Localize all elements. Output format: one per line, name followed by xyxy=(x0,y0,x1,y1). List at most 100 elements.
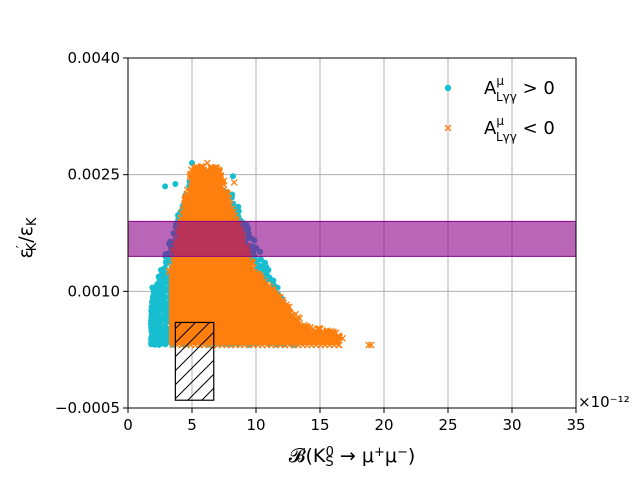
orange-point xyxy=(186,172,194,180)
orange-point xyxy=(332,329,340,337)
orange-point xyxy=(256,272,264,280)
orange-point xyxy=(212,165,220,173)
y-axis-ticks: −0.0005 0.0010 0.0025 0.0040 xyxy=(55,49,128,417)
cyan-point xyxy=(155,282,162,289)
orange-point xyxy=(181,202,189,209)
orange-point xyxy=(286,309,294,317)
orange-point xyxy=(191,166,199,174)
x-tick-label: 15 xyxy=(310,416,329,434)
x-tick-label: 20 xyxy=(374,416,393,434)
orange-point xyxy=(216,168,224,176)
orange-point xyxy=(339,334,347,342)
orange-outlier-point xyxy=(220,177,228,185)
cyan-point xyxy=(158,335,165,341)
cyan-point xyxy=(158,313,165,320)
orange-point xyxy=(320,328,328,336)
orange-point xyxy=(283,301,290,309)
y-tick-label: −0.0005 xyxy=(55,399,120,417)
orange-point xyxy=(249,259,257,267)
legend-label: Aμ Lγγ > 0 xyxy=(484,74,555,104)
cyan-point xyxy=(157,277,164,284)
x-tick-label: 35 xyxy=(566,416,585,434)
cyan-point xyxy=(163,333,170,340)
orange-point xyxy=(301,323,309,331)
orange-point xyxy=(289,313,297,321)
cyan-point xyxy=(258,256,264,263)
orange-point xyxy=(226,201,234,209)
cyan-point xyxy=(156,305,163,312)
orange-point xyxy=(271,293,279,301)
cyan-point xyxy=(160,323,166,330)
cyan-point xyxy=(150,328,156,335)
band-layer xyxy=(128,220,576,257)
cyan-outlier-point xyxy=(229,173,236,180)
x-tick-label: 10 xyxy=(246,416,265,434)
orange-point xyxy=(303,322,311,330)
y-tick-label: 0.0040 xyxy=(68,49,121,67)
orange-point xyxy=(191,168,199,176)
cyan-point xyxy=(162,317,169,324)
cyan-point xyxy=(153,313,160,320)
legend: Aμ Lγγ > 0 Aμ Lγγ < 0 xyxy=(444,74,555,144)
orange-point xyxy=(323,327,331,334)
orange-outlier-point xyxy=(367,341,375,349)
y-tick-label: 0.0025 xyxy=(68,166,121,184)
cyan-outlier-point xyxy=(172,181,179,187)
legend-marker-x xyxy=(444,124,452,132)
orange-outlier-point xyxy=(230,178,238,186)
cyan-point xyxy=(153,334,159,341)
orange-point xyxy=(186,170,194,178)
orange-point xyxy=(251,268,259,276)
orange-point xyxy=(247,259,255,267)
orange-outlier-point xyxy=(203,159,211,167)
plot-frame xyxy=(127,57,577,409)
cyan-point xyxy=(158,293,165,300)
experimental-band xyxy=(128,221,576,257)
x-axis-ticks: 0 5 10 15 20 25 30 35 xyxy=(123,408,586,434)
box-layer xyxy=(174,321,215,401)
orange-point xyxy=(199,166,207,174)
orange-point xyxy=(262,281,270,288)
cyan-point xyxy=(159,288,166,295)
cyan-outlier-point xyxy=(162,183,169,190)
cyan-point xyxy=(162,309,169,316)
x-tick-label: 0 xyxy=(123,416,133,434)
cyan-point xyxy=(262,271,269,277)
x-tick-label: 25 xyxy=(438,416,457,434)
x-tick-label: 5 xyxy=(187,416,197,434)
orange-point xyxy=(224,196,232,204)
cyan-point xyxy=(163,260,170,267)
orange-point xyxy=(179,206,187,214)
cyan-outlier-point xyxy=(149,284,156,291)
cyan-point xyxy=(159,266,166,273)
cyan-point xyxy=(150,302,156,309)
orange-point xyxy=(271,291,279,299)
cyan-point xyxy=(269,277,275,284)
orange-outlier-point xyxy=(335,341,343,349)
orange-point xyxy=(182,195,190,203)
cyan-point xyxy=(153,297,160,304)
x-axis-title: 𝓑(KS0 → μ+μ−) xyxy=(289,445,416,470)
x-scale-label: ×10⁻¹² xyxy=(578,393,630,411)
orange-dense-region xyxy=(169,170,341,345)
orange-outlier-point xyxy=(365,341,373,349)
cyan-point xyxy=(235,203,242,210)
orange-point xyxy=(166,267,173,275)
orange-point xyxy=(272,291,280,299)
orange-outlier-point xyxy=(316,330,324,338)
orange-point xyxy=(257,275,265,283)
x-tick-label: 30 xyxy=(502,416,521,434)
cyan-outlier-point xyxy=(150,292,157,299)
y-tick-label: 0.0010 xyxy=(68,282,121,300)
cyan-point xyxy=(148,321,155,328)
y-axis-title: ε′K/εK xyxy=(15,217,40,258)
legend-label: Aμ Lγγ < 0 xyxy=(484,114,555,144)
orange-point xyxy=(167,262,175,270)
orange-point xyxy=(222,192,230,200)
orange-point xyxy=(177,214,185,222)
cyan-point xyxy=(161,299,168,306)
hatched-box xyxy=(174,321,215,401)
orange-point xyxy=(228,209,236,217)
orange-point xyxy=(183,192,191,200)
